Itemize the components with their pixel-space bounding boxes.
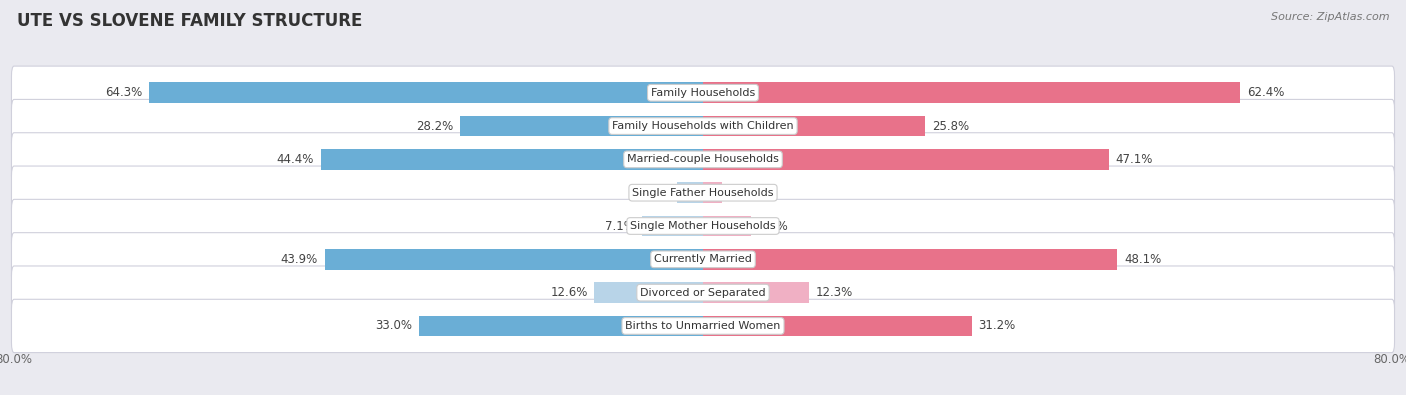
Bar <box>703 316 972 336</box>
Text: 43.9%: 43.9% <box>281 253 318 266</box>
Bar <box>149 83 703 103</box>
Text: Single Mother Households: Single Mother Households <box>630 221 776 231</box>
FancyBboxPatch shape <box>11 133 1395 186</box>
Text: UTE VS SLOVENE FAMILY STRUCTURE: UTE VS SLOVENE FAMILY STRUCTURE <box>17 12 363 30</box>
Text: 12.6%: 12.6% <box>550 286 588 299</box>
Text: 64.3%: 64.3% <box>105 86 142 99</box>
Bar <box>703 249 1118 270</box>
Text: 3.0%: 3.0% <box>641 186 671 199</box>
Text: 47.1%: 47.1% <box>1115 153 1153 166</box>
Text: Currently Married: Currently Married <box>654 254 752 264</box>
Text: Family Households with Children: Family Households with Children <box>612 121 794 131</box>
Text: 28.2%: 28.2% <box>416 120 453 133</box>
FancyBboxPatch shape <box>11 66 1395 119</box>
FancyBboxPatch shape <box>11 299 1395 353</box>
FancyBboxPatch shape <box>11 199 1395 253</box>
FancyBboxPatch shape <box>11 266 1395 319</box>
Text: 33.0%: 33.0% <box>375 320 412 333</box>
Bar <box>643 216 703 236</box>
Text: Married-couple Households: Married-couple Households <box>627 154 779 164</box>
Bar <box>321 149 703 170</box>
Text: 12.3%: 12.3% <box>815 286 853 299</box>
Text: 44.4%: 44.4% <box>277 153 314 166</box>
Bar <box>703 182 721 203</box>
Text: 2.2%: 2.2% <box>728 186 759 199</box>
Text: Family Households: Family Households <box>651 88 755 98</box>
Bar <box>703 282 808 303</box>
Text: Single Father Households: Single Father Households <box>633 188 773 198</box>
FancyBboxPatch shape <box>11 166 1395 219</box>
Text: 62.4%: 62.4% <box>1247 86 1285 99</box>
Bar <box>703 83 1240 103</box>
Text: 5.6%: 5.6% <box>758 220 787 233</box>
Bar <box>703 149 1108 170</box>
Text: 48.1%: 48.1% <box>1125 253 1161 266</box>
FancyBboxPatch shape <box>11 233 1395 286</box>
Text: Births to Unmarried Women: Births to Unmarried Women <box>626 321 780 331</box>
FancyBboxPatch shape <box>11 100 1395 153</box>
Text: Source: ZipAtlas.com: Source: ZipAtlas.com <box>1271 12 1389 22</box>
Bar <box>703 116 925 136</box>
Text: 25.8%: 25.8% <box>932 120 969 133</box>
Bar <box>419 316 703 336</box>
Bar <box>703 216 751 236</box>
Text: Divorced or Separated: Divorced or Separated <box>640 288 766 298</box>
Bar <box>325 249 703 270</box>
Bar <box>460 116 703 136</box>
Text: 31.2%: 31.2% <box>979 320 1015 333</box>
Bar <box>595 282 703 303</box>
Bar <box>678 182 703 203</box>
Text: 7.1%: 7.1% <box>605 220 636 233</box>
